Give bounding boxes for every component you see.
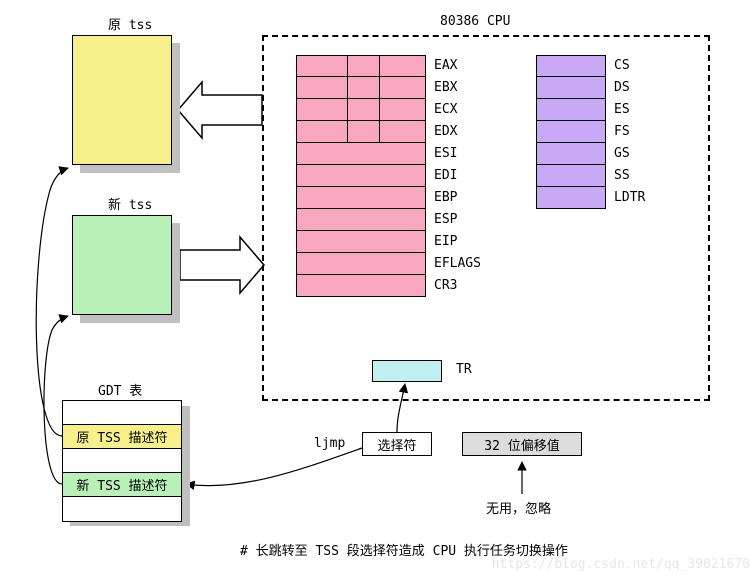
seg-reg-label: SS bbox=[614, 165, 645, 187]
gp-reg-row bbox=[296, 121, 426, 143]
gdt-empty-row bbox=[63, 401, 181, 425]
gp-reg-row bbox=[296, 187, 426, 209]
seg-reg-label: ES bbox=[614, 99, 645, 121]
seg-register-labels: CSDSESFSGSSSLDTR bbox=[614, 55, 645, 209]
seg-reg-label: FS bbox=[614, 121, 645, 143]
diagram-stage: 原 tss 新 tss 80386 CPU EAXEBXECXEDXESIEDI… bbox=[0, 0, 756, 576]
seg-reg-row bbox=[536, 143, 606, 165]
watermark: https://blog.csdn.net/qq_39021670 bbox=[492, 557, 750, 572]
gp-reg-row bbox=[296, 209, 426, 231]
seg-reg-row bbox=[536, 55, 606, 77]
offset-text: 32 位偏移值 bbox=[484, 435, 559, 454]
gp-reg-row bbox=[296, 275, 426, 297]
gp-register-column bbox=[296, 55, 426, 297]
arrow-cpu-to-old-tss bbox=[178, 82, 262, 138]
seg-register-column bbox=[536, 55, 606, 209]
gp-reg-row bbox=[296, 231, 426, 253]
gp-reg-label: EDI bbox=[434, 165, 481, 187]
gp-reg-label: EAX bbox=[434, 55, 481, 77]
gp-reg-label: EBP bbox=[434, 187, 481, 209]
gp-reg-label: EDX bbox=[434, 121, 481, 143]
gp-reg-label: ESP bbox=[434, 209, 481, 231]
curve-gdt-old-to-tss-old bbox=[36, 168, 68, 436]
seg-reg-row bbox=[536, 77, 606, 99]
gp-reg-label: EFLAGS bbox=[434, 253, 481, 275]
gp-reg-label: EIP bbox=[434, 231, 481, 253]
selector-box: 选择符 bbox=[362, 432, 432, 456]
curve-selector-to-gdt-new bbox=[186, 448, 362, 486]
arrow-new-tss-to-cpu bbox=[180, 237, 264, 293]
gp-reg-label: CR3 bbox=[434, 275, 481, 297]
gp-reg-row bbox=[296, 77, 426, 99]
gdt-descriptor-row: 新 TSS 描述符 bbox=[63, 473, 181, 497]
seg-reg-label: GS bbox=[614, 143, 645, 165]
seg-reg-row bbox=[536, 121, 606, 143]
tr-label: TR bbox=[456, 362, 472, 377]
cpu-label: 80386 CPU bbox=[440, 14, 510, 29]
seg-reg-label: DS bbox=[614, 77, 645, 99]
gdt-descriptor-row: 原 TSS 描述符 bbox=[63, 425, 181, 449]
offset-box: 32 位偏移值 bbox=[462, 432, 582, 456]
seg-reg-row bbox=[536, 187, 606, 209]
gp-reg-label: EBX bbox=[434, 77, 481, 99]
gp-reg-label: ESI bbox=[434, 143, 481, 165]
gdt-table: 原 TSS 描述符新 TSS 描述符 bbox=[62, 400, 182, 522]
ljmp-label: ljmp bbox=[314, 436, 345, 451]
gp-reg-row bbox=[296, 99, 426, 121]
seg-reg-label: CS bbox=[614, 55, 645, 77]
seg-reg-label: LDTR bbox=[614, 187, 645, 209]
offset-note: 无用，忽略 bbox=[486, 498, 551, 517]
gdt-empty-row bbox=[63, 449, 181, 473]
gp-reg-row bbox=[296, 55, 426, 77]
gp-reg-row bbox=[296, 253, 426, 275]
tss-new-box bbox=[72, 215, 172, 315]
tss-old-label: 原 tss bbox=[108, 14, 152, 33]
gp-reg-row bbox=[296, 143, 426, 165]
seg-reg-row bbox=[536, 165, 606, 187]
tss-new-label: 新 tss bbox=[108, 194, 152, 213]
gdt-title: GDT 表 bbox=[98, 380, 142, 399]
gp-reg-row bbox=[296, 165, 426, 187]
gdt-empty-row bbox=[63, 497, 181, 521]
gp-register-labels: EAXEBXECXEDXESIEDIEBPESPEIPEFLAGSCR3 bbox=[434, 55, 481, 297]
seg-reg-row bbox=[536, 99, 606, 121]
gp-reg-label: ECX bbox=[434, 99, 481, 121]
selector-text: 选择符 bbox=[377, 435, 416, 454]
tr-register bbox=[372, 360, 442, 382]
tss-old-box bbox=[72, 35, 172, 165]
